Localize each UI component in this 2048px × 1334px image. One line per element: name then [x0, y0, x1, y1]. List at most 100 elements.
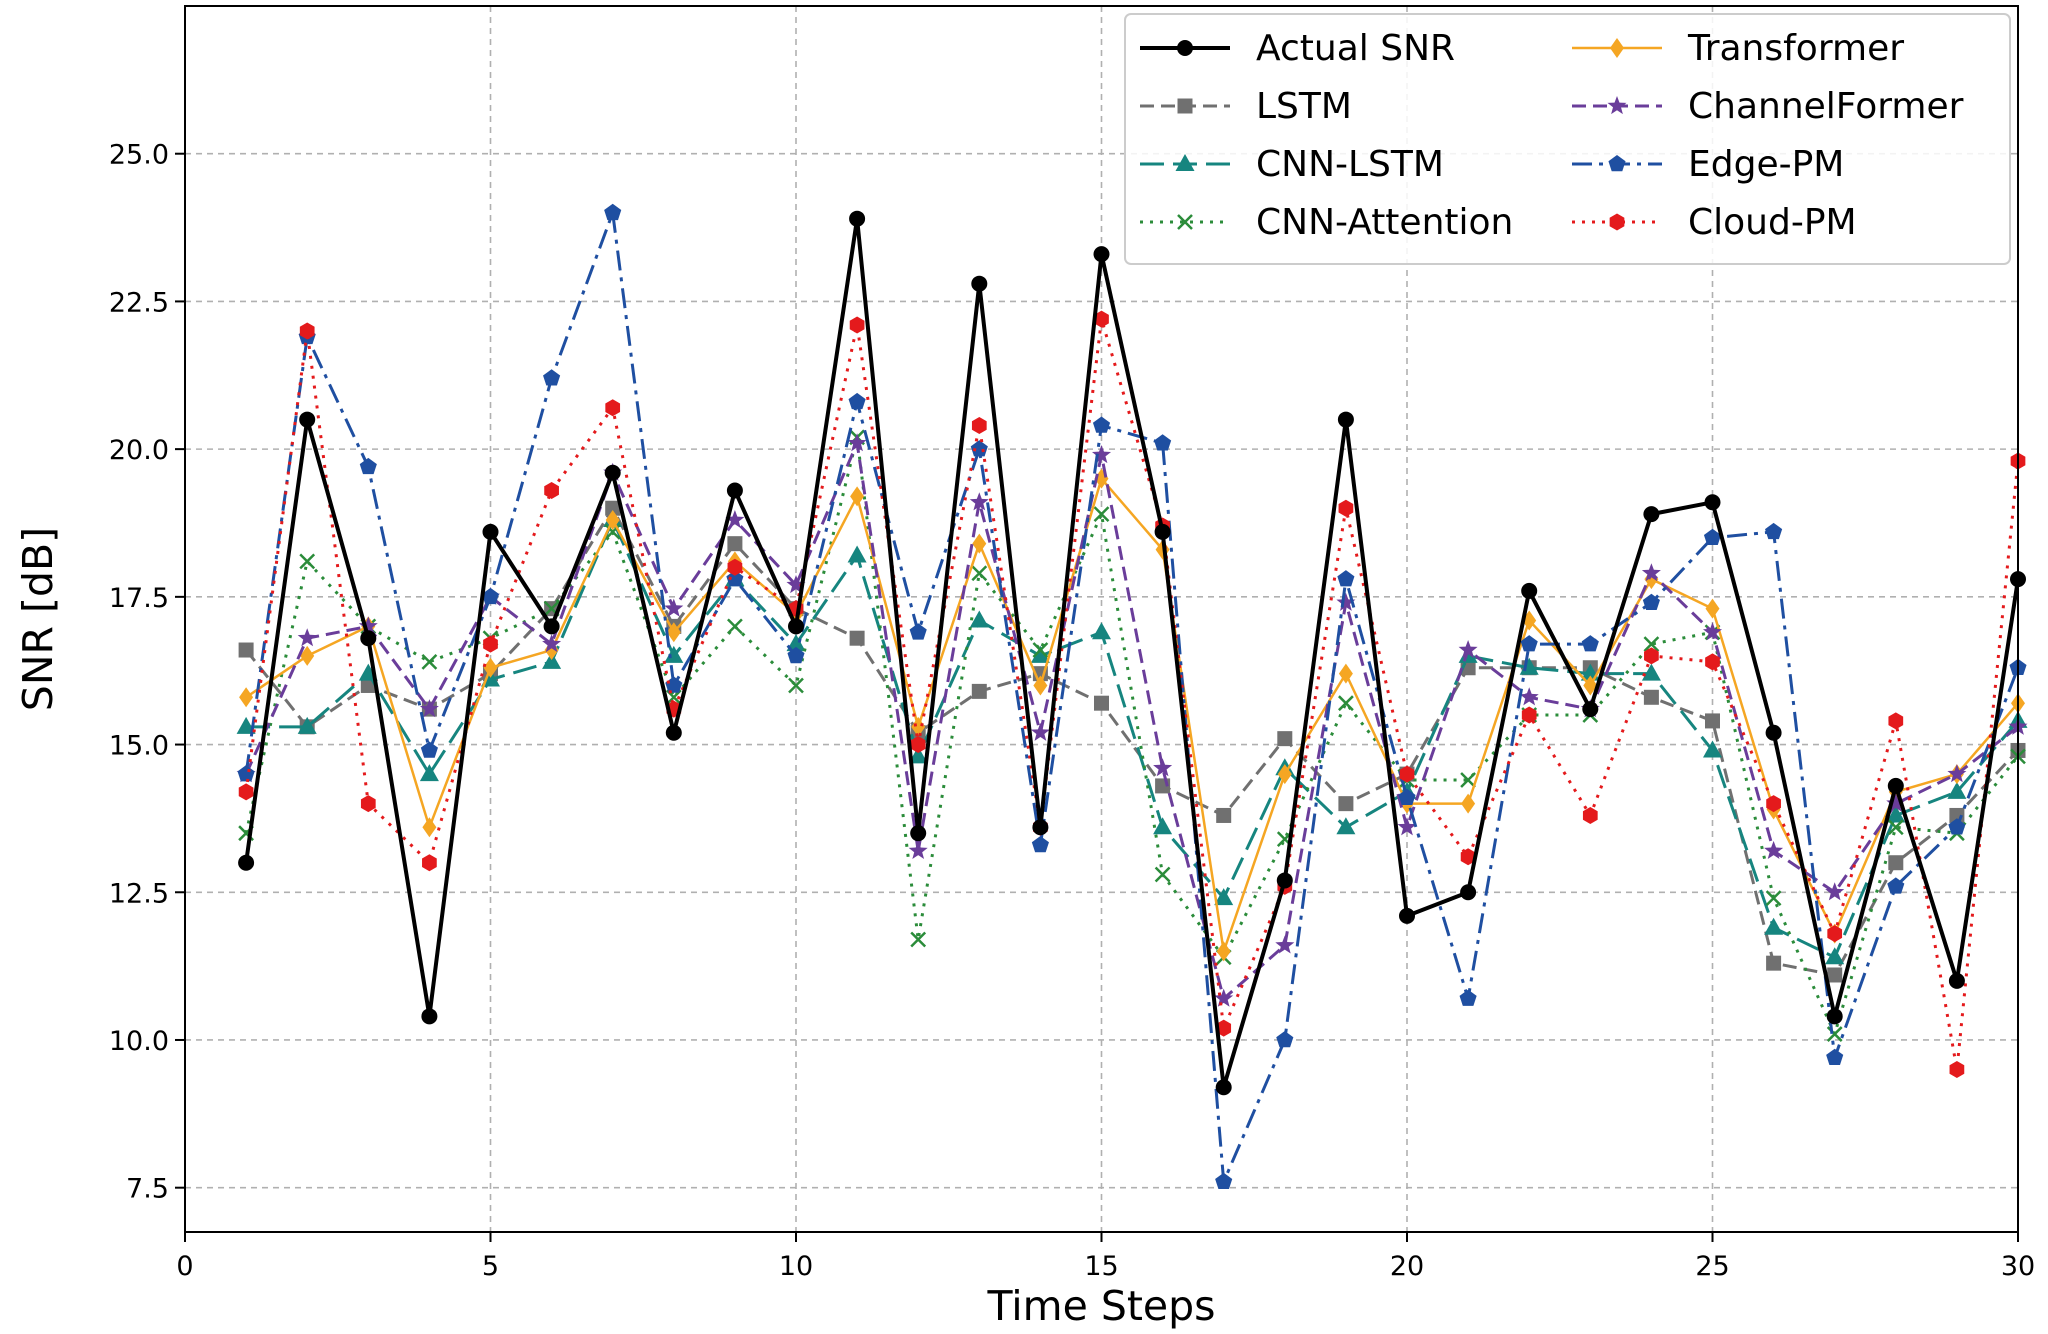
data-point-cnn-lstm: [1336, 817, 1356, 835]
data-point-actual-snr: [543, 618, 560, 635]
data-point-actual-snr: [360, 630, 377, 647]
data-point-lstm: [849, 630, 865, 646]
data-point-lstm: [1216, 807, 1232, 823]
series-line-edge-pm: [244, 211, 2020, 1184]
data-point-cloud-pm: [1766, 795, 1781, 813]
data-point-transformer: [850, 486, 865, 507]
data-point-cnn-attention: [299, 553, 316, 570]
data-point-edge-pm: [604, 203, 622, 221]
data-point-cloud-pm: [360, 795, 376, 813]
data-point-lstm: [1888, 855, 1904, 871]
data-point-transformer: [666, 622, 681, 643]
data-point-actual-snr: [1887, 777, 1904, 794]
data-point-channelformer: [1030, 722, 1050, 741]
data-point-channelformer: [1825, 882, 1845, 901]
data-point-cnn-lstm: [1030, 645, 1050, 663]
data-point-cnn-lstm: [1825, 947, 1845, 965]
data-point-actual-snr: [1643, 506, 1660, 523]
data-point-transformer: [1583, 675, 1598, 696]
y-tick-label: 20.0: [109, 435, 169, 466]
data-point-edge-pm: [481, 587, 500, 605]
legend: Actual SNR LSTM CNN-LSTM CNN-Attention Trans…: [1124, 13, 2011, 265]
data-point-cnn-lstm: [1092, 622, 1111, 640]
data-point-cnn-lstm: [542, 651, 562, 669]
data-point-cnn-attention: [1338, 695, 1354, 712]
data-point-cloud-pm: [1216, 1019, 1232, 1037]
y-tick-label: 7.5: [126, 1174, 169, 1205]
data-point-cnn-lstm: [908, 746, 928, 764]
data-point-channelformer: [1153, 758, 1173, 777]
data-point-cloud-pm: [1460, 848, 1476, 866]
data-point-actual-snr: [1765, 724, 1782, 741]
y-tick-label: 17.5: [109, 583, 169, 614]
data-point-cloud-pm: [727, 558, 743, 576]
data-point-channelformer: [419, 699, 439, 718]
data-point-edge-pm: [848, 392, 866, 410]
data-point-channelformer: [1397, 817, 1417, 836]
data-point-edge-pm: [1215, 1172, 1233, 1190]
data-point-actual-snr: [1093, 246, 1110, 263]
data-point-cloud-pm: [1888, 712, 1904, 730]
x-tick-label: 30: [2001, 1251, 2035, 1282]
data-point-cnn-attention: [1643, 636, 1660, 652]
data-point-actual-snr: [238, 854, 255, 871]
series-layer: [236, 203, 2028, 1190]
data-point-channelformer: [1091, 445, 1112, 464]
data-point-actual-snr: [665, 724, 682, 741]
series-line-transformer: [245, 477, 2019, 953]
x-axis-title: Time Steps: [986, 1282, 1215, 1330]
data-point-cloud-pm: [483, 635, 498, 653]
data-point-cnn-lstm: [419, 764, 439, 782]
legend-entry-cnn-lstm: CNN-LSTM: [1140, 144, 1444, 185]
legend-label-edge-pm: Edge-PM: [1688, 144, 1844, 185]
x-tick-label: 20: [1390, 1251, 1424, 1282]
legend-label-lstm: LSTM: [1256, 86, 1352, 127]
data-point-edge-pm: [420, 741, 438, 758]
data-point-channelformer: [786, 575, 806, 594]
data-point-channelformer: [1336, 592, 1356, 611]
x-tick-label: 25: [1695, 1251, 1729, 1282]
data-point-edge-pm: [1642, 593, 1660, 611]
y-tick-label: 12.5: [109, 878, 169, 909]
data-point-edge-pm: [1520, 635, 1538, 652]
data-point-transformer: [422, 817, 437, 838]
series-actual-snr: [238, 210, 2026, 1096]
data-point-edge-pm: [1948, 818, 1966, 835]
data-point-channelformer: [1641, 563, 1661, 582]
data-point-edge-pm: [1581, 635, 1599, 652]
data-point-edge-pm: [726, 570, 744, 587]
data-point-edge-pm: [359, 457, 377, 475]
data-point-actual-snr: [1215, 1079, 1232, 1096]
data-point-cloud-pm: [1644, 647, 1659, 665]
data-point-cloud-pm: [422, 854, 437, 872]
data-point-actual-snr: [1399, 907, 1415, 924]
data-point-channelformer: [725, 510, 745, 529]
legend-label-cloud-pm: Cloud-PM: [1688, 202, 1857, 243]
data-point-actual-snr: [1521, 582, 1538, 599]
data-point-transformer: [972, 533, 987, 554]
data-point-channelformer: [969, 492, 989, 511]
y-axis-title: SNR [dB]: [14, 527, 62, 711]
data-point-edge-pm: [543, 369, 561, 386]
data-point-cnn-attention: [971, 565, 988, 582]
data-point-edge-pm: [1887, 877, 1905, 894]
data-point-transformer: [605, 510, 620, 531]
data-point-actual-snr: [604, 464, 621, 481]
data-point-cnn-lstm: [1641, 663, 1661, 681]
y-tick-label: 25.0: [109, 140, 169, 171]
data-point-actual-snr: [849, 210, 866, 227]
data-point-cnn-lstm: [1214, 888, 1234, 906]
data-point-cnn-lstm: [1703, 740, 1722, 758]
data-point-edge-pm: [1092, 416, 1111, 433]
data-point-actual-snr: [1276, 872, 1293, 889]
data-point-channelformer: [847, 433, 867, 452]
data-point-lstm: [1643, 689, 1659, 705]
series-line-cloud-pm: [244, 317, 2020, 1072]
data-point-actual-snr: [726, 482, 743, 499]
data-point-edge-pm: [1398, 788, 1416, 806]
axis-ticks: 0 5 10 15 20 25 30 7.5 10.0 12.5 15.0 17.5 20.0 22.5 2…: [109, 140, 2035, 1282]
x-tick-label: 10: [779, 1251, 813, 1282]
series-line-channelformer: [244, 441, 2019, 1001]
data-point-actual-snr: [1154, 523, 1171, 540]
data-point-cnn-attention: [1765, 890, 1782, 907]
